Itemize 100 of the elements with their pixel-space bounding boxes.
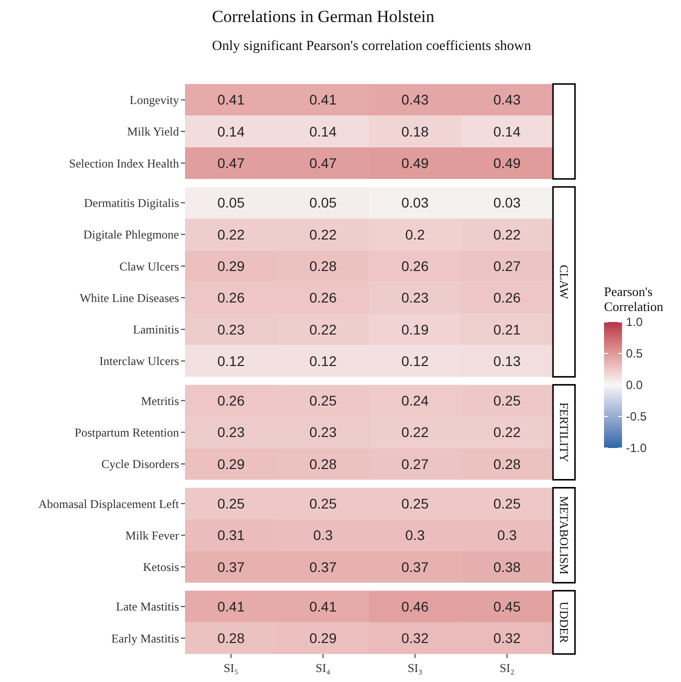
y-tick-label: Longevity <box>130 93 179 108</box>
y-tick-label: Cycle Disorders <box>101 457 180 472</box>
data-label: 0.22 <box>217 226 245 242</box>
y2-axis-title: METABOLISM <box>556 496 571 575</box>
x-tick-label: SI₄ <box>316 661 330 675</box>
y-tick-label: White Line Diseases <box>80 290 180 305</box>
data-label: 0.22 <box>401 424 429 440</box>
data-label: 0.37 <box>401 558 429 575</box>
data-label: 0.26 <box>309 290 337 306</box>
y-tick-label: Milk Yield <box>127 124 179 139</box>
data-label: 0.14 <box>493 123 521 140</box>
x-tick-label: SI₅ <box>224 661 238 675</box>
data-label: 0.49 <box>401 155 429 172</box>
data-label: 0.12 <box>309 352 337 369</box>
data-label: 0.25 <box>493 392 521 409</box>
y-tick-label: Digitale Phlegmone <box>83 228 179 242</box>
data-label: 0.31 <box>217 527 245 544</box>
data-label: 0.43 <box>401 92 429 108</box>
data-label: 0.26 <box>217 290 245 306</box>
data-label: 0.3 <box>405 527 425 544</box>
y-tick-label: Early Mastitis <box>111 631 180 646</box>
color-bar-label: 1.0 <box>626 315 644 330</box>
data-label: 0.28 <box>217 630 245 646</box>
data-label: 0.19 <box>401 321 429 338</box>
data-label: 0.32 <box>401 630 429 646</box>
data-label: 0.13 <box>493 352 521 369</box>
chart-subtitle: Only significant Pearson's correlation coefficients shown <box>212 39 532 54</box>
data-label: 0.45 <box>493 598 521 614</box>
y-tick-label: Claw Ulcers <box>119 259 180 274</box>
data-label: 0.22 <box>309 226 337 242</box>
data-label: 0.43 <box>493 92 521 108</box>
y-tick-label: Metritis <box>141 394 180 408</box>
data-label: 0.28 <box>309 258 337 274</box>
data-label: 0.14 <box>217 123 245 140</box>
data-label: 0.27 <box>493 258 521 274</box>
color-bar-label: -0.5 <box>626 410 648 424</box>
y-tick-label: Ketosis <box>143 560 180 574</box>
data-label: 0.12 <box>217 352 245 369</box>
data-label: 0.37 <box>217 558 245 575</box>
data-label: 0.25 <box>309 392 337 409</box>
y-tick-label: Selection Index Health <box>69 156 179 170</box>
data-label: 0.22 <box>493 424 521 440</box>
data-label: 0.3 <box>497 527 517 544</box>
y-tick-label: Late Mastitis <box>116 600 180 614</box>
data-label: 0.38 <box>493 558 521 575</box>
data-label: 0.41 <box>217 598 245 614</box>
x-tick-label: SI₃ <box>408 661 422 675</box>
data-label: 0.26 <box>217 392 245 409</box>
data-label: 0.41 <box>309 92 337 108</box>
data-label: 0.23 <box>217 424 245 440</box>
data-label: 0.23 <box>401 290 429 306</box>
chart-title: Correlations in German Holstein <box>212 7 435 26</box>
data-label: 0.27 <box>401 456 429 472</box>
color-bar-label: 0.0 <box>626 378 644 392</box>
y-tick-label: Dermatitis Digitalis <box>84 196 180 210</box>
data-label: 0.03 <box>401 194 429 211</box>
color-bar-title: Pearson's Correlation <box>604 284 664 314</box>
data-label: 0.22 <box>309 321 337 338</box>
data-label: 0.29 <box>217 258 245 274</box>
data-label: 0.25 <box>401 495 429 512</box>
y-tick-label: Laminitis <box>133 322 180 337</box>
data-label: 0.28 <box>493 456 521 472</box>
data-label: 0.25 <box>309 495 337 512</box>
y2-axis-title: FERTILITY <box>556 402 571 463</box>
data-label: 0.47 <box>217 155 245 172</box>
data-label: 0.05 <box>309 194 337 211</box>
data-label: 0.23 <box>217 321 245 338</box>
data-label: 0.25 <box>493 495 521 512</box>
data-label: 0.12 <box>401 352 429 369</box>
data-label: 0.24 <box>401 392 429 409</box>
data-label: 0.29 <box>217 456 245 472</box>
data-label: 0.3 <box>313 527 333 544</box>
data-label: 0.49 <box>493 155 521 172</box>
data-label: 0.37 <box>309 558 337 575</box>
color-bar-label: -1.0 <box>626 441 648 456</box>
y-tick-label: Interclaw Ulcers <box>99 354 180 368</box>
y2-axis-title: UDDER <box>556 602 571 644</box>
data-label: 0.21 <box>493 321 521 338</box>
data-label: 0.22 <box>493 226 521 242</box>
data-label: 0.41 <box>309 598 337 614</box>
y2-axis-title: CLAW <box>556 264 571 300</box>
data-label: 0.28 <box>309 456 337 472</box>
data-label: 0.23 <box>309 424 337 440</box>
data-label: 0.2 <box>405 226 425 242</box>
data-label: 0.14 <box>309 123 337 140</box>
y-tick-label: Abomasal Displacement Left <box>38 496 180 511</box>
data-label: 0.03 <box>493 194 521 211</box>
data-label: 0.46 <box>401 598 429 614</box>
y-tick-label: Postpartum Retention <box>74 425 179 440</box>
data-label: 0.26 <box>401 258 429 274</box>
data-label: 0.41 <box>217 92 245 108</box>
data-label: 0.32 <box>493 630 521 646</box>
data-label: 0.05 <box>217 194 245 211</box>
x-tick-label: SI₂ <box>500 661 514 675</box>
data-label: 0.29 <box>309 630 337 646</box>
data-label: 0.25 <box>217 495 245 512</box>
data-label: 0.18 <box>401 123 429 140</box>
y-tick-label: Milk Fever <box>125 528 179 542</box>
data-label: 0.26 <box>493 290 521 306</box>
data-label: 0.47 <box>309 155 337 172</box>
